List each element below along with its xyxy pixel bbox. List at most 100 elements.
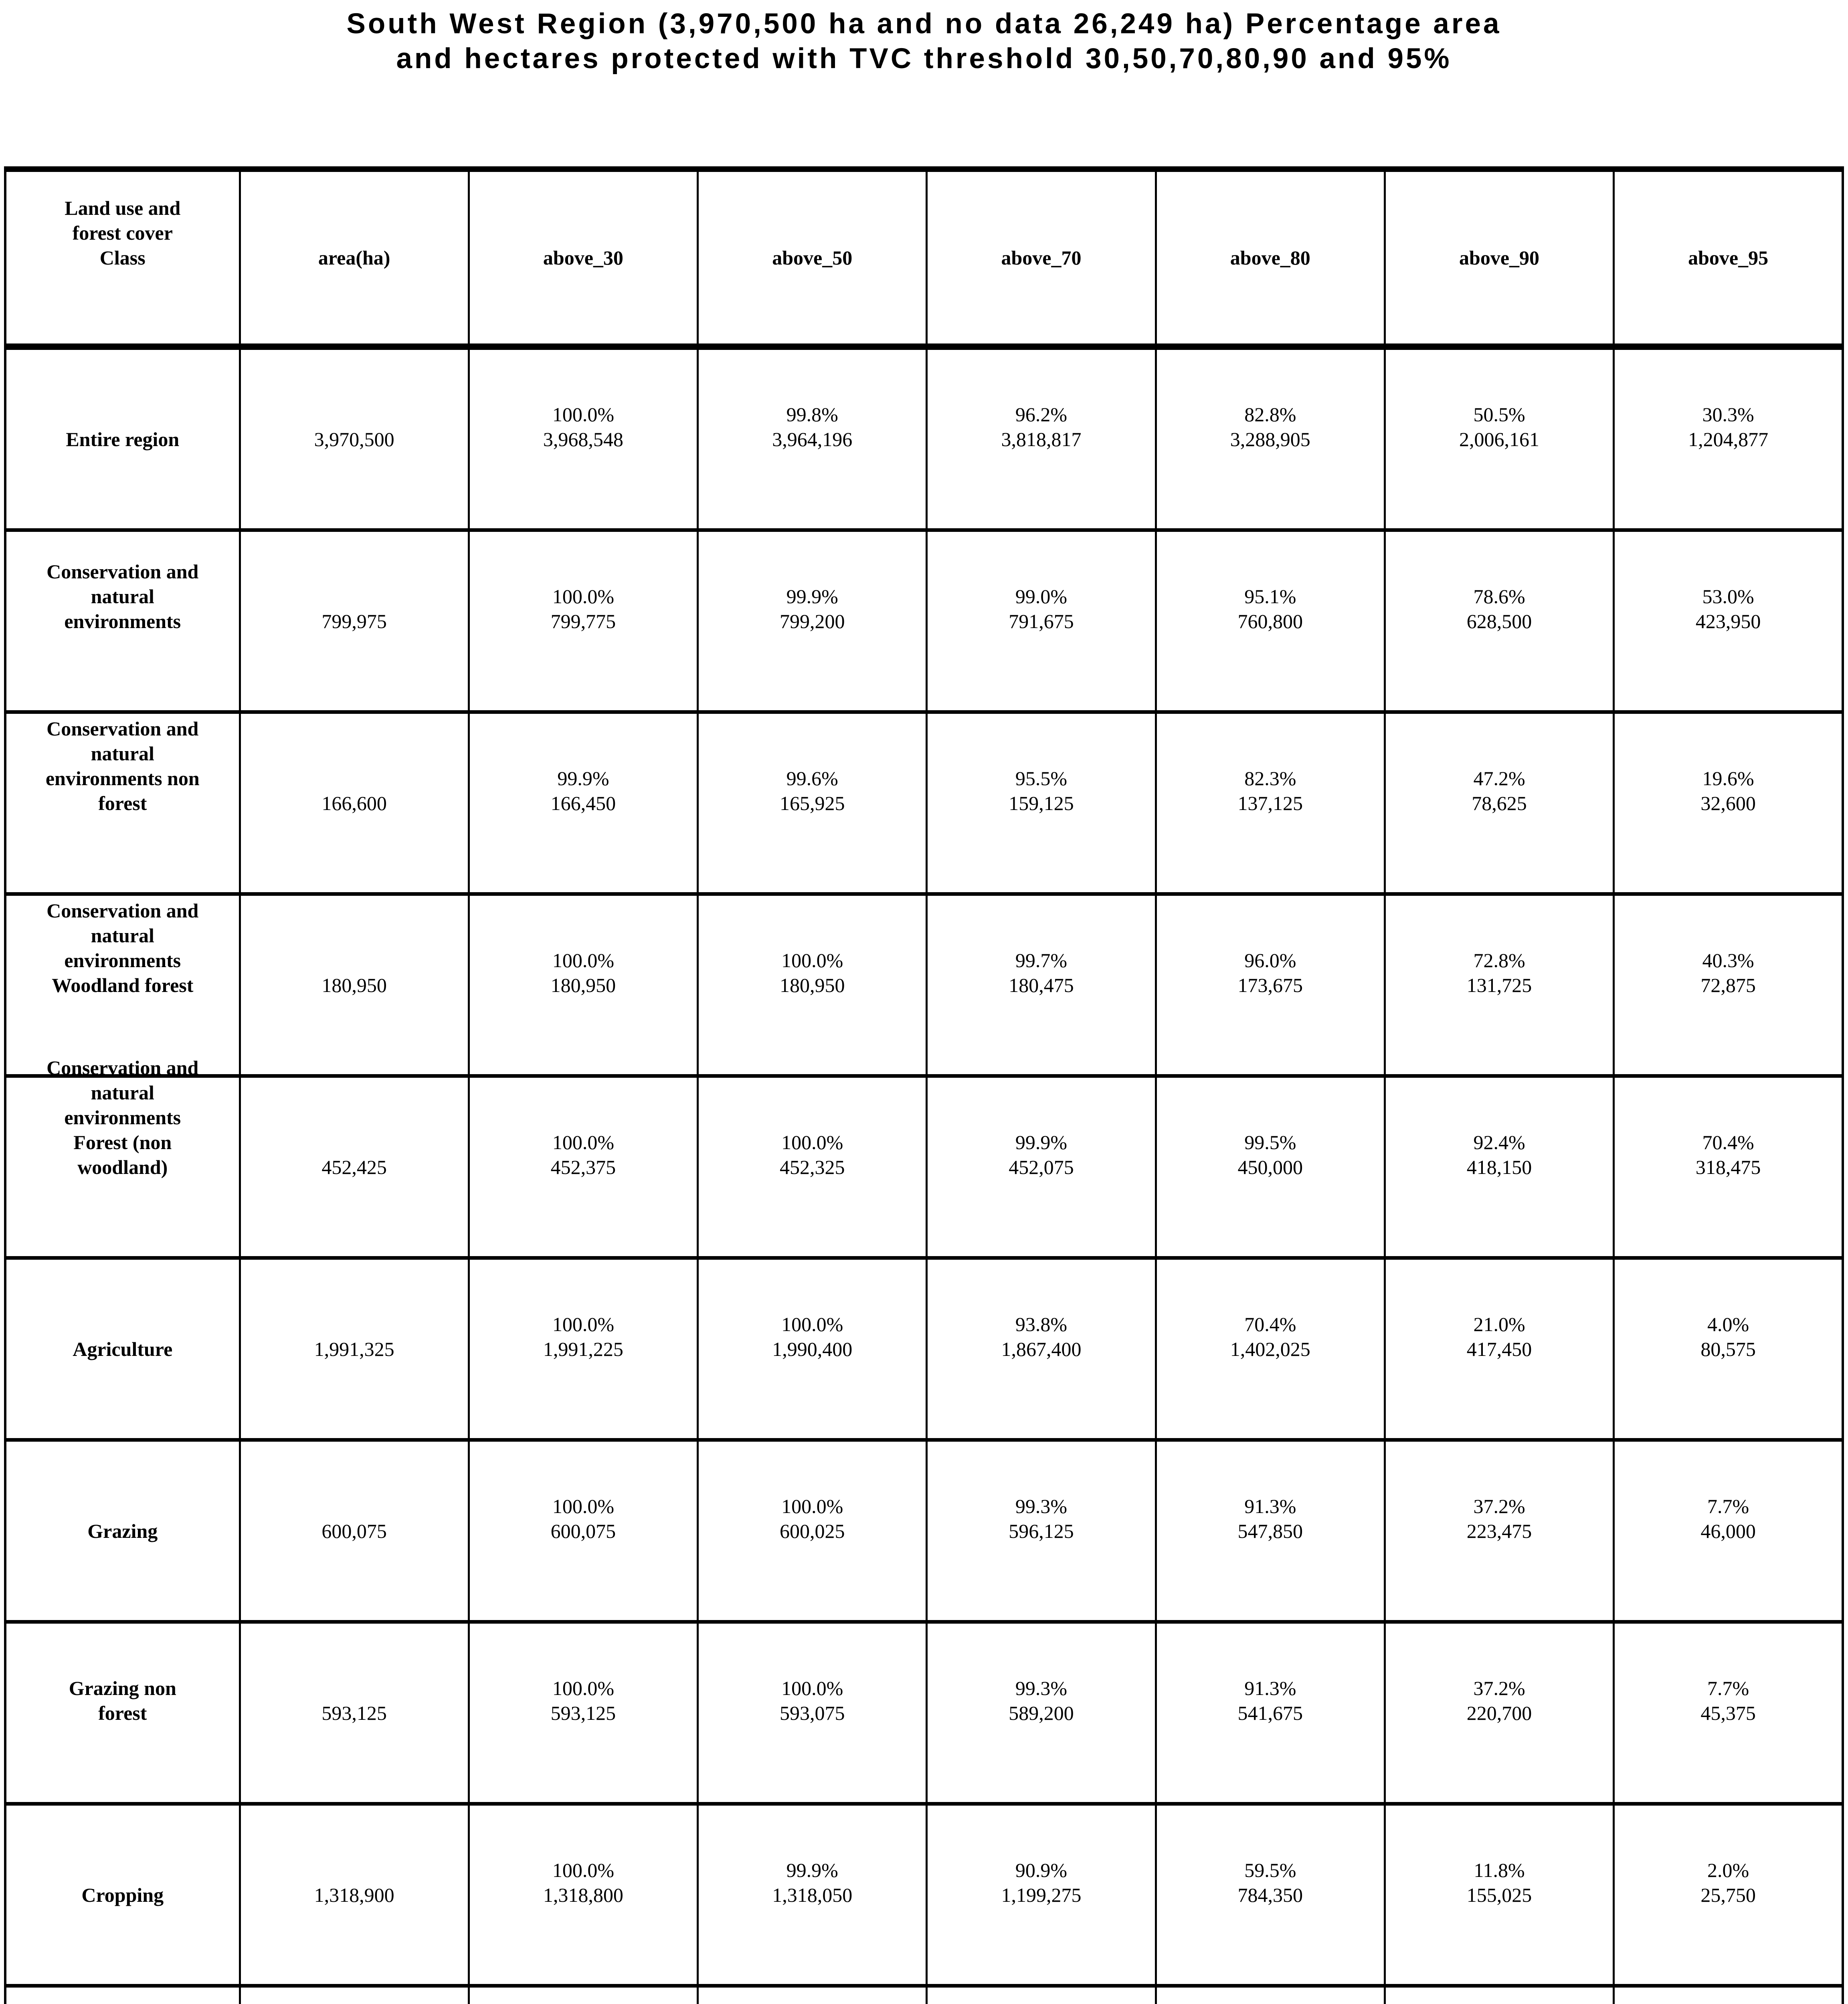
percent-value: 99.5%: [1244, 1131, 1296, 1154]
hectares-value: 165,925: [779, 792, 845, 814]
header-row: Land use and forest cover Class area(ha)…: [4, 168, 1844, 350]
column-header-label: above_80: [1230, 246, 1310, 269]
percent-value: 100.0%: [781, 1677, 843, 1699]
hectares-value: 596,125: [1009, 1519, 1074, 1542]
table-cell: 100.0% 1,991,225: [467, 1256, 699, 1441]
table-cell: 7.7% 45,375: [1613, 1620, 1844, 1805]
hectares-value: 423,950: [1695, 610, 1761, 632]
hectares-value: 1,204,877: [1688, 428, 1769, 450]
area-value: 600,075: [321, 1519, 387, 1542]
percent-value: 99.7%: [1015, 949, 1068, 972]
table-row: Cropping 1,318,900 100.0% 1,318,800 99.9%…: [4, 1802, 1844, 1987]
table-cell: 37.2% 223,475: [1383, 1438, 1615, 1623]
table-cell: 99.3% 589,200: [926, 1620, 1157, 1805]
cell-values: 93.8% 1,867,400: [1001, 1312, 1081, 1362]
column-header-label: Land use and forest cover Class: [65, 197, 181, 269]
cell-values: 100.0% 180,950: [551, 948, 616, 998]
hectares-value: 628,500: [1466, 610, 1532, 632]
row-label-cell: Conservation and natural environments: [4, 528, 241, 713]
table-cell: 93.8% 1,867,400: [926, 1256, 1157, 1441]
hectares-value: 80,575: [1700, 1337, 1756, 1360]
table-cell: 82.8% 3,288,905: [1154, 345, 1386, 531]
cell-values: 99.7% 180,475: [1009, 948, 1074, 998]
hectares-value: 180,475: [1009, 974, 1074, 996]
table-cell: 100.0% 3,968,548: [467, 345, 699, 531]
percent-value: 99.0%: [1015, 585, 1068, 608]
percent-value: 92.4%: [1473, 1131, 1525, 1154]
table-cell: 100.0% 452,325: [697, 1074, 928, 1259]
hectares-value: 25,750: [1700, 1883, 1756, 1906]
row-label: Cropping: [81, 1883, 164, 1906]
percent-value: 7.7%: [1707, 1495, 1749, 1517]
table-row: Conservation and natural environments 79…: [4, 528, 1844, 713]
table-cell: 100.0% 1,990,400: [697, 1256, 928, 1441]
percent-value: 47.2%: [1473, 767, 1525, 790]
percent-value: 100.0%: [781, 1131, 843, 1154]
percent-value: 99.3%: [1015, 1495, 1068, 1517]
percent-value: 19.6%: [1702, 767, 1754, 790]
cell-values: 100.0% 1,990,400: [772, 1312, 852, 1362]
percent-value: 78.6%: [1473, 585, 1525, 608]
column-header-above-70: above_70: [926, 168, 1157, 350]
column-header-above-30: above_30: [467, 168, 699, 350]
percent-value: 40.3%: [1702, 949, 1754, 972]
row-label-cell: Agriculture: [4, 1256, 241, 1441]
cell-values: 70.4% 1,402,025: [1230, 1312, 1310, 1362]
cell-values: 95.5% 159,125: [1009, 766, 1074, 816]
column-header-area: area(ha): [239, 168, 470, 350]
column-header-above-50: above_50: [697, 168, 928, 350]
hectares-value: 450,000: [1237, 1156, 1303, 1178]
table-cell: 100.0% 600,025: [697, 1438, 928, 1623]
table-cell: 99.9% 1,318,050: [697, 1802, 928, 1987]
percent-value: 100.0%: [552, 1495, 614, 1517]
table-cell: 100.0% 1,318,800: [467, 1802, 699, 1987]
percent-value: 95.5%: [1015, 767, 1068, 790]
table-cell: 95.1% 760,800: [1154, 528, 1386, 713]
table-cell: 91.3% 541,675: [1154, 1620, 1386, 1805]
hectares-value: 45,375: [1700, 1701, 1756, 1724]
area-cell: 600,075: [239, 1438, 470, 1623]
cell-values: 96.0% 173,675: [1238, 948, 1303, 998]
table-cell: 99.5%71,900: [926, 1984, 1157, 2004]
column-header-label: area(ha): [318, 246, 390, 269]
cell-values: 59.5% 784,350: [1238, 1858, 1303, 1907]
hectares-value: 2,006,161: [1459, 428, 1540, 450]
percent-value: 100.0%: [552, 1313, 614, 1335]
row-label: Conservation and natural environments no…: [45, 717, 200, 814]
hectares-value: 1,318,050: [772, 1883, 853, 1906]
table-cell: 99.9% 166,450: [467, 710, 699, 895]
cell-values: 100.0% 600,025: [780, 1494, 845, 1543]
table-cell: 53.0% 423,950: [1613, 528, 1844, 713]
table-cell: 40.3% 72,875: [1613, 892, 1844, 1077]
hectares-value: 32,600: [1700, 792, 1756, 814]
cell-values: 82.3% 137,125: [1238, 766, 1303, 816]
percent-value: 100.0%: [552, 1859, 614, 1881]
percent-value: 82.8%: [1244, 403, 1296, 426]
cell-values: 21.0% 417,450: [1467, 1312, 1532, 1362]
hectares-value: 223,475: [1466, 1519, 1532, 1542]
hectares-value: 541,675: [1237, 1701, 1303, 1724]
cell-values: 7.7% 45,375: [1700, 1676, 1756, 1725]
area-cell: 593,125: [239, 1620, 470, 1805]
percent-value: 96.0%: [1244, 949, 1296, 972]
hectares-value: 72,875: [1700, 974, 1756, 996]
table-cell: 100.0% 593,125: [467, 1620, 699, 1805]
table-cell: 21.0% 417,450: [1383, 1256, 1615, 1441]
percent-value: 95.1%: [1244, 585, 1296, 608]
row-label-cell: Grazing: [4, 1438, 241, 1623]
row-label: Grazing non forest: [69, 1677, 176, 1724]
hectares-value: 784,350: [1237, 1883, 1303, 1906]
percent-value: 4.0%: [1707, 1313, 1749, 1335]
cell-values: 100.0% 3,968,548: [543, 402, 623, 452]
cell-values: 96.2% 3,818,817: [1001, 402, 1081, 452]
hectares-value: 600,025: [779, 1519, 845, 1542]
percent-value: 90.9%: [1015, 1859, 1068, 1881]
column-header-label: above_30: [543, 246, 623, 269]
area-cell: 1,991,325: [239, 1256, 470, 1441]
cell-values: 78.6% 628,500: [1467, 584, 1532, 634]
row-label-cell: Irrigation: [4, 1984, 241, 2004]
cell-values: 100.0% 593,125: [551, 1676, 616, 1725]
cell-values: 100.0% 799,775: [551, 584, 616, 634]
area-cell: 799,975: [239, 528, 470, 713]
hectares-value: 799,775: [550, 610, 616, 632]
